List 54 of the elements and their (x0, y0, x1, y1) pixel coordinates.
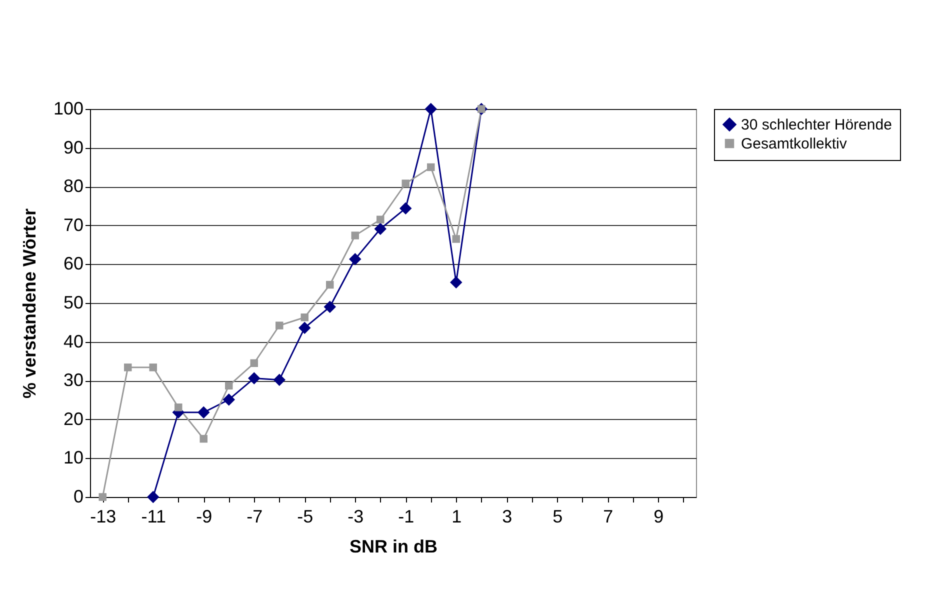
legend-label: Gesamtkollektiv (741, 136, 848, 152)
point (149, 364, 157, 372)
x-tick-label: -13 (90, 506, 116, 526)
point (324, 300, 336, 314)
x-axis-title: SNR in dB (350, 536, 438, 556)
point (276, 322, 284, 330)
x-tick-label: -7 (246, 506, 263, 526)
x-tick-label: -1 (398, 506, 414, 526)
point (124, 364, 132, 372)
x-tick-label: 5 (552, 506, 563, 526)
point (250, 359, 258, 368)
y-tick-label: 40 (63, 331, 84, 352)
y-tick-label: 80 (63, 176, 84, 196)
point (300, 313, 308, 322)
x-tick-label: 1 (452, 506, 462, 526)
point (98, 493, 106, 501)
point (424, 102, 437, 116)
y-tick-label: 90 (63, 137, 84, 158)
point (273, 374, 286, 386)
x-tick-label: -5 (297, 506, 314, 526)
y-axis-title: % verstandene Wörter (19, 208, 40, 399)
point (452, 235, 460, 243)
x-tick-label: 9 (654, 506, 664, 526)
y-tick-label: 30 (63, 370, 84, 390)
x-tick-label: 3 (502, 506, 512, 526)
point (200, 434, 208, 443)
point (374, 222, 386, 236)
point (400, 202, 412, 214)
y-tick-label: 70 (63, 214, 84, 235)
y-tick-label: 20 (63, 408, 84, 429)
point (450, 276, 462, 289)
point (402, 180, 410, 188)
point (351, 232, 359, 240)
point (298, 322, 311, 334)
x-tick-label: 7 (603, 506, 614, 526)
point (376, 216, 384, 224)
y-tick-label: 50 (63, 292, 84, 312)
x-tick-label: -3 (348, 506, 364, 526)
point (147, 490, 160, 504)
point (222, 393, 235, 406)
y-tick-label: 60 (63, 254, 84, 274)
point (198, 406, 210, 419)
y-tick-label: 10 (63, 448, 84, 468)
y-tick-label: 100 (53, 98, 84, 118)
point (427, 163, 435, 172)
x-tick-label: -11 (141, 506, 166, 526)
legend-label: 30 schlechter Hörende (741, 116, 892, 134)
point (349, 253, 362, 266)
point (174, 404, 182, 412)
x-tick-label: -9 (196, 506, 212, 526)
y-tick-label: 0 (73, 486, 84, 506)
point (248, 372, 260, 384)
point (225, 382, 233, 390)
point (326, 280, 334, 289)
